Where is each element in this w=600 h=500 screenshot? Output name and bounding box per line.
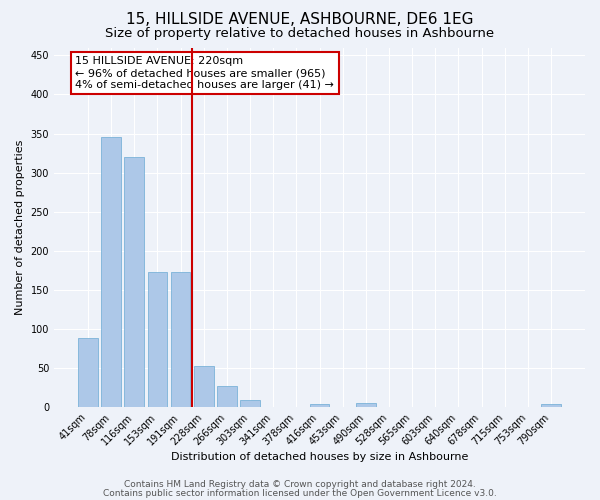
Text: Size of property relative to detached houses in Ashbourne: Size of property relative to detached ho… (106, 28, 494, 40)
Bar (148, 272, 167, 407)
Bar (240, 400, 260, 407)
Bar (217, 386, 237, 407)
Text: 15 HILLSIDE AVENUE: 220sqm
← 96% of detached houses are smaller (965)
4% of semi: 15 HILLSIDE AVENUE: 220sqm ← 96% of deta… (75, 56, 334, 90)
Text: Contains public sector information licensed under the Open Government Licence v3: Contains public sector information licen… (103, 488, 497, 498)
Bar (310, 404, 329, 407)
Bar (541, 404, 561, 407)
Bar (171, 272, 190, 407)
Bar (78, 338, 98, 407)
Bar (124, 157, 144, 407)
Text: 15, HILLSIDE AVENUE, ASHBOURNE, DE6 1EG: 15, HILLSIDE AVENUE, ASHBOURNE, DE6 1EG (126, 12, 474, 28)
Text: Contains HM Land Registry data © Crown copyright and database right 2024.: Contains HM Land Registry data © Crown c… (124, 480, 476, 489)
Bar (101, 138, 121, 407)
X-axis label: Distribution of detached houses by size in Ashbourne: Distribution of detached houses by size … (171, 452, 468, 462)
Bar (356, 404, 376, 407)
Bar (194, 366, 214, 407)
Y-axis label: Number of detached properties: Number of detached properties (15, 140, 25, 315)
